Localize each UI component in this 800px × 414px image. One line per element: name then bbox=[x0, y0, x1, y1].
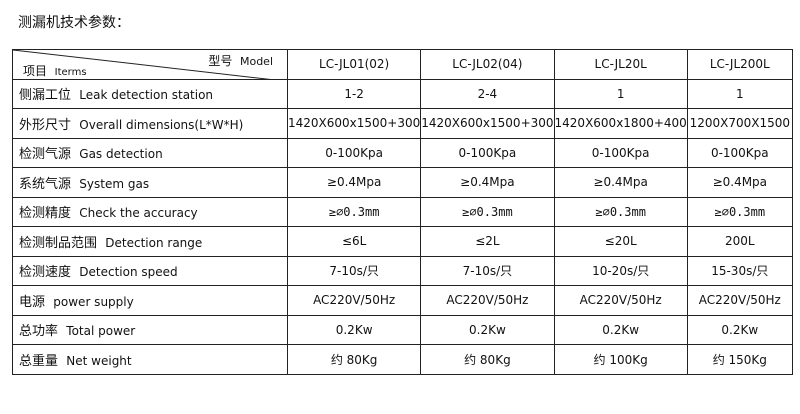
table-cell: 1200X700X1500 bbox=[686, 108, 793, 139]
table-cell: ≥0.4Mpa bbox=[686, 167, 793, 198]
table-cell: 0.2Kw bbox=[420, 314, 555, 345]
header-row: 型号 Model 项目 Iterms LC-JL01(02) LC-JL02(0… bbox=[12, 49, 793, 80]
row-label: 总功率 Total power bbox=[12, 314, 288, 345]
table-cell: AC220V/50Hz bbox=[420, 285, 555, 316]
table-row: 检测气源 Gas detection 0-100Kpa 0-100Kpa 0-100K… bbox=[12, 137, 793, 168]
row-label: 电源 power supply bbox=[12, 285, 288, 316]
table-row: 系统气源 System gas ≥0.4Mpa ≥0.4Mpa ≥0.4Mpa ≥0.4… bbox=[12, 167, 793, 198]
table-cell: ≥0.4Mpa bbox=[420, 167, 555, 198]
table-cell: 0-100Kpa bbox=[686, 137, 793, 168]
table-cell: 1-2 bbox=[286, 78, 422, 109]
diagonal-header-cell: 型号 Model 项目 Iterms bbox=[12, 49, 288, 80]
row-label: 总重量 Net weight bbox=[12, 344, 288, 375]
table-cell: ≤2L bbox=[420, 226, 555, 257]
spec-table: 型号 Model 项目 Iterms LC-JL01(02) LC-JL02(0… bbox=[12, 49, 793, 375]
row-label: 系统气源 System gas bbox=[12, 167, 288, 198]
table-cell: ≥⌀0.3mm bbox=[553, 196, 688, 227]
row-label: 检测精度 Check the accuracy bbox=[12, 196, 288, 227]
table-row: 检测制品范围 Detection range ≤6L ≤2L ≤20L 200L bbox=[12, 226, 793, 257]
table-row: 总重量 Net weight 约 80Kg 约 80Kg 约 100Kg 约 150Kg bbox=[12, 344, 793, 375]
model-column-header: LC-JL200L bbox=[686, 49, 793, 80]
model-header: 型号 Model bbox=[208, 54, 273, 68]
model-column-header: LC-JL02(04) bbox=[420, 49, 555, 80]
table-cell: 0.2Kw bbox=[553, 314, 688, 345]
table-row: 检测精度 Check the accuracy ≥⌀0.3mm ≥⌀0.3mm ≥⌀0… bbox=[12, 196, 793, 227]
table-row: 外形尺寸 Overall dimensions(L*W*H) 1420X600x1… bbox=[12, 108, 793, 139]
table-cell: 7-10s/只 bbox=[286, 255, 422, 286]
table-cell: 约 80Kg bbox=[286, 344, 422, 375]
table-cell: 0-100Kpa bbox=[286, 137, 422, 168]
table-cell: 1420X600x1500+300 bbox=[286, 108, 422, 139]
table-cell: 约 150Kg bbox=[686, 344, 793, 375]
table-cell: 1 bbox=[553, 78, 688, 109]
table-cell: 1420X600x1800+400 bbox=[553, 108, 688, 139]
table-cell: 1420X600x1500+300 bbox=[420, 108, 555, 139]
table-cell: 约 100Kg bbox=[553, 344, 688, 375]
table-cell: 1 bbox=[686, 78, 793, 109]
table-cell: 约 80Kg bbox=[420, 344, 555, 375]
table-cell: ≥⌀0.3mm bbox=[420, 196, 555, 227]
table-cell: AC220V/50Hz bbox=[286, 285, 422, 316]
table-cell: ≥0.4Mpa bbox=[286, 167, 422, 198]
table-cell: AC220V/50Hz bbox=[686, 285, 793, 316]
table-cell: AC220V/50Hz bbox=[553, 285, 688, 316]
table-cell: 15-30s/只 bbox=[686, 255, 793, 286]
table-cell: 200L bbox=[686, 226, 793, 257]
table-cell: ≥0.4Mpa bbox=[553, 167, 688, 198]
table-row: 侧漏工位 Leak detection station 1-2 2-4 1 1 bbox=[12, 78, 793, 109]
table-cell: 10-20s/只 bbox=[553, 255, 688, 286]
table-cell: ≥⌀0.3mm bbox=[286, 196, 422, 227]
table-cell: ≥⌀0.3mm bbox=[686, 196, 793, 227]
items-header: 项目 Iterms bbox=[23, 64, 87, 78]
table-row: 总功率 Total power 0.2Kw 0.2Kw 0.2Kw 0.2Kw bbox=[12, 314, 793, 345]
row-label: 外形尺寸 Overall dimensions(L*W*H) bbox=[12, 108, 288, 139]
model-column-header: LC-JL20L bbox=[553, 49, 688, 80]
table-cell: 0.2Kw bbox=[686, 314, 793, 345]
row-label: 检测气源 Gas detection bbox=[12, 137, 288, 168]
page-title: 测漏机技术参数： bbox=[18, 15, 130, 31]
table-row: 检测速度 Detection speed 7-10s/只 7-10s/只 10-20s… bbox=[12, 255, 793, 286]
row-label: 侧漏工位 Leak detection station bbox=[12, 78, 288, 109]
row-label: 检测速度 Detection speed bbox=[12, 255, 288, 286]
table-row: 电源 power supply AC220V/50Hz AC220V/50Hz AC2… bbox=[12, 285, 793, 316]
table-cell: 2-4 bbox=[420, 78, 555, 109]
model-column-header: LC-JL01(02) bbox=[286, 49, 422, 80]
table-cell: 0.2Kw bbox=[286, 314, 422, 345]
table-cell: 0-100Kpa bbox=[553, 137, 688, 168]
table-cell: ≤20L bbox=[553, 226, 688, 257]
table-cell: 7-10s/只 bbox=[420, 255, 555, 286]
table-cell: 0-100Kpa bbox=[420, 137, 555, 168]
table-cell: ≤6L bbox=[286, 226, 422, 257]
diagonal-divider bbox=[13, 50, 263, 79]
row-label: 检测制品范围 Detection range bbox=[12, 226, 288, 257]
